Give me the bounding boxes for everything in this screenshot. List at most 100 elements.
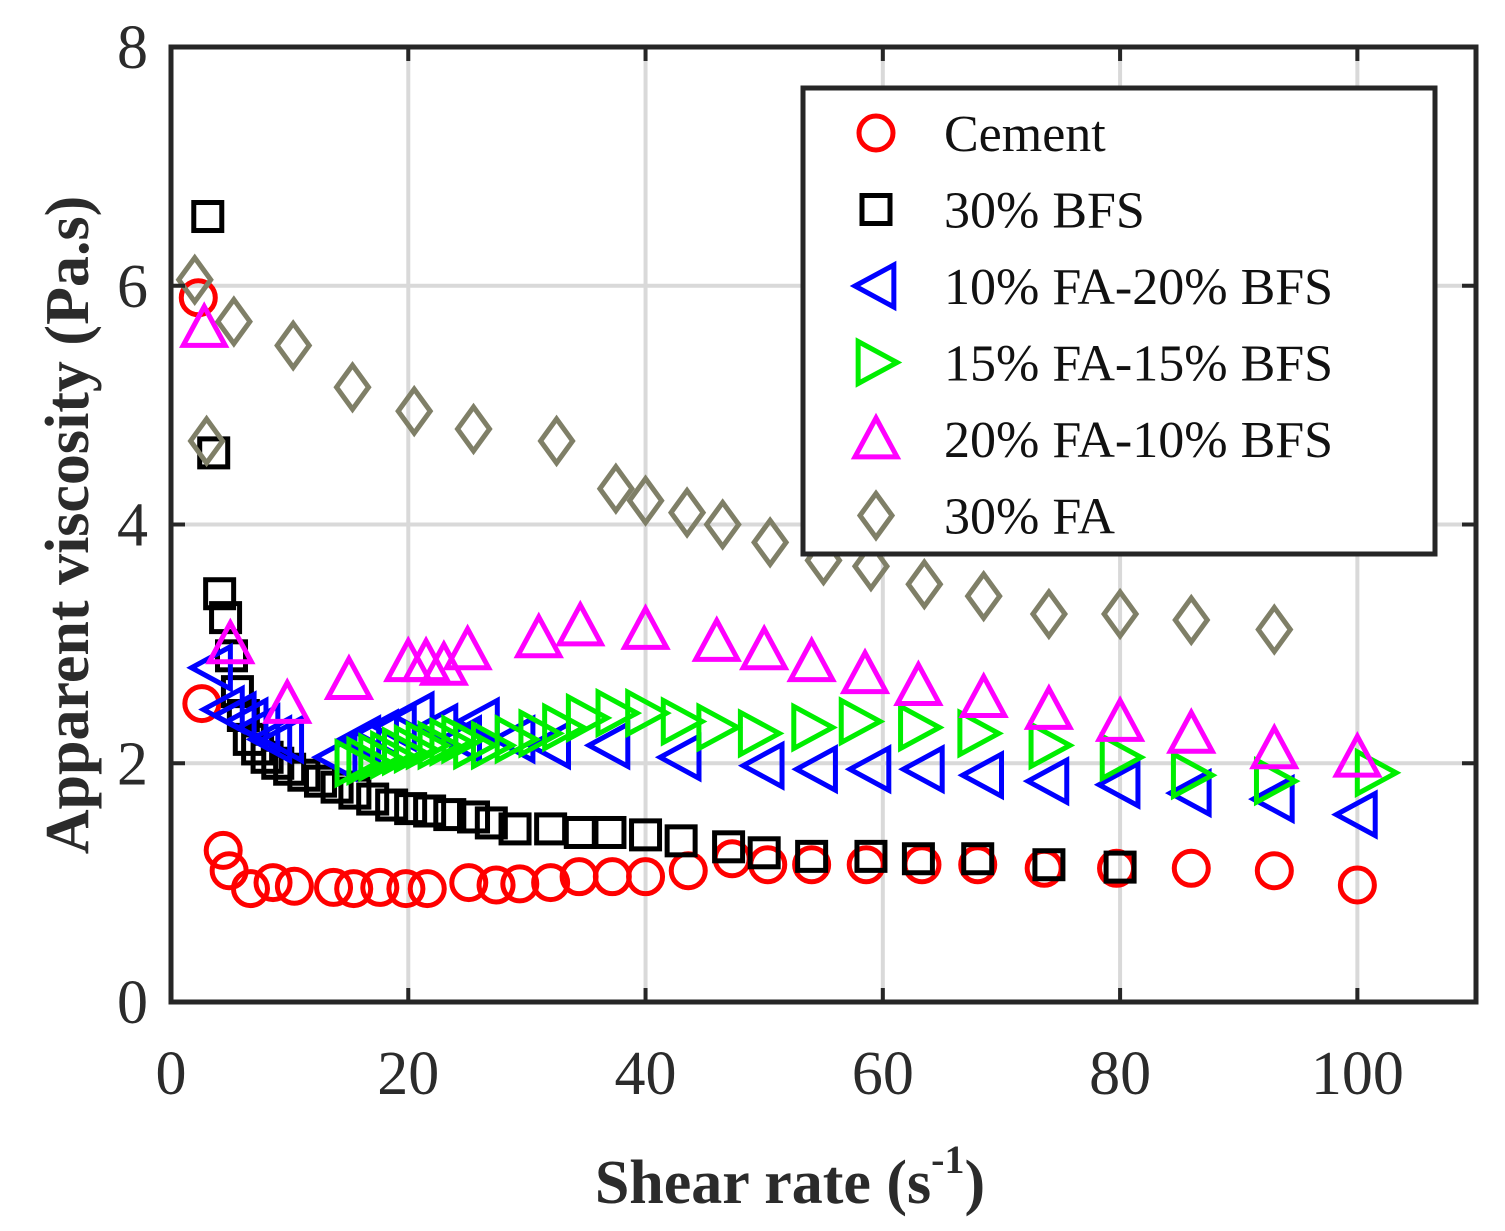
data-point [500,864,540,904]
data-point [958,845,998,885]
data-point [1254,851,1294,891]
data-point [737,740,785,791]
data-point [386,869,426,909]
series-20-fa-10-bfs [179,301,1383,778]
data-point [395,384,434,438]
axis-ticks [169,45,1476,1004]
data-point [795,839,829,873]
data-point [1172,593,1211,647]
data-point [737,708,785,759]
data-point [620,603,671,650]
data-point [838,696,886,747]
x-axis-label-close: ) [965,1149,986,1217]
data-point [593,815,627,849]
legend-marker [856,113,896,153]
data-point [667,486,707,539]
data-point [626,474,665,527]
data-point [1094,695,1146,742]
data-point [664,824,698,858]
data-point [738,623,790,671]
data-point [1337,865,1377,905]
data-point [839,647,891,695]
data-point [323,653,375,701]
legend-entry: 10% FA-20% BFS [849,259,1333,316]
x-tick-label: 100 [1311,1040,1404,1108]
legend-label: Cement [944,106,1106,163]
data-point [1166,707,1217,754]
data-point [1170,749,1218,801]
x-axis-label-main: Shear rate (s [595,1149,931,1217]
data-point [844,744,892,795]
data-point [334,738,382,789]
data-point [1332,731,1383,778]
data-point [518,708,566,759]
data-point [957,708,1004,759]
data-point [1023,683,1075,730]
data-point [751,516,790,569]
data-point [537,414,576,468]
data-point [660,696,708,747]
data-point [476,865,516,905]
data-point [964,569,1003,623]
data-point [893,659,944,707]
y-axis-label: Apparent viscosity (Pa.s) [34,196,102,854]
data-point [626,857,666,897]
data-point [474,806,508,840]
data-point [454,402,493,456]
data-point [245,714,293,765]
data-point [407,869,447,909]
data-point [898,744,945,795]
data-point [449,863,489,903]
legend-entry: 20% FA-10% BFS [850,412,1333,469]
data-point [542,702,589,753]
data-point [253,863,293,903]
x-tick-label: 80 [1089,1040,1151,1108]
y-tick-label: 6 [117,253,148,321]
x-axis-label: Shear rate (s-1) [595,1137,985,1217]
data-point [274,866,314,906]
data-point [1171,848,1211,888]
data-point [1331,789,1378,840]
data-point [375,788,409,822]
data-point [230,869,270,909]
legend-entry: 30% BFS [859,183,1145,240]
data-point [303,764,337,798]
data-point [513,611,564,659]
data-point [596,462,635,515]
data-point [851,540,891,593]
y-tick-label: 0 [117,969,148,1037]
data-point [712,830,746,864]
data-point [957,749,1005,801]
data-point [1100,587,1140,641]
data-point [747,836,781,870]
y-tick-label: 8 [117,14,148,82]
legend-marker [859,193,893,226]
x-axis-label-superscript: -1 [931,1137,964,1182]
data-point [654,732,702,783]
data-point [433,798,467,832]
data-point [791,702,838,753]
data-point [442,623,493,671]
legend: Cement 30% BFS 10% FA-20% BFS 15% FA-15% BF… [800,85,1438,557]
legend-label: 30% BFS [944,183,1145,240]
data-point [203,577,237,611]
x-tick-label: 40 [615,1040,677,1108]
data-point [494,714,542,765]
data-point [498,812,532,846]
data-point [203,830,243,870]
data-point [703,498,742,551]
data-point [413,794,447,828]
legend-label: 30% FA [944,489,1115,546]
legend-entry: 15% FA-15% BFS [855,336,1333,393]
legend-marker [849,260,897,312]
data-point [625,687,672,739]
data-point [214,295,253,348]
data-point [205,617,256,665]
data-point [786,635,837,683]
data-point [257,714,305,765]
data-point [405,720,453,771]
legend-marker [850,412,902,460]
data-point [901,842,935,876]
data-point [595,687,643,739]
